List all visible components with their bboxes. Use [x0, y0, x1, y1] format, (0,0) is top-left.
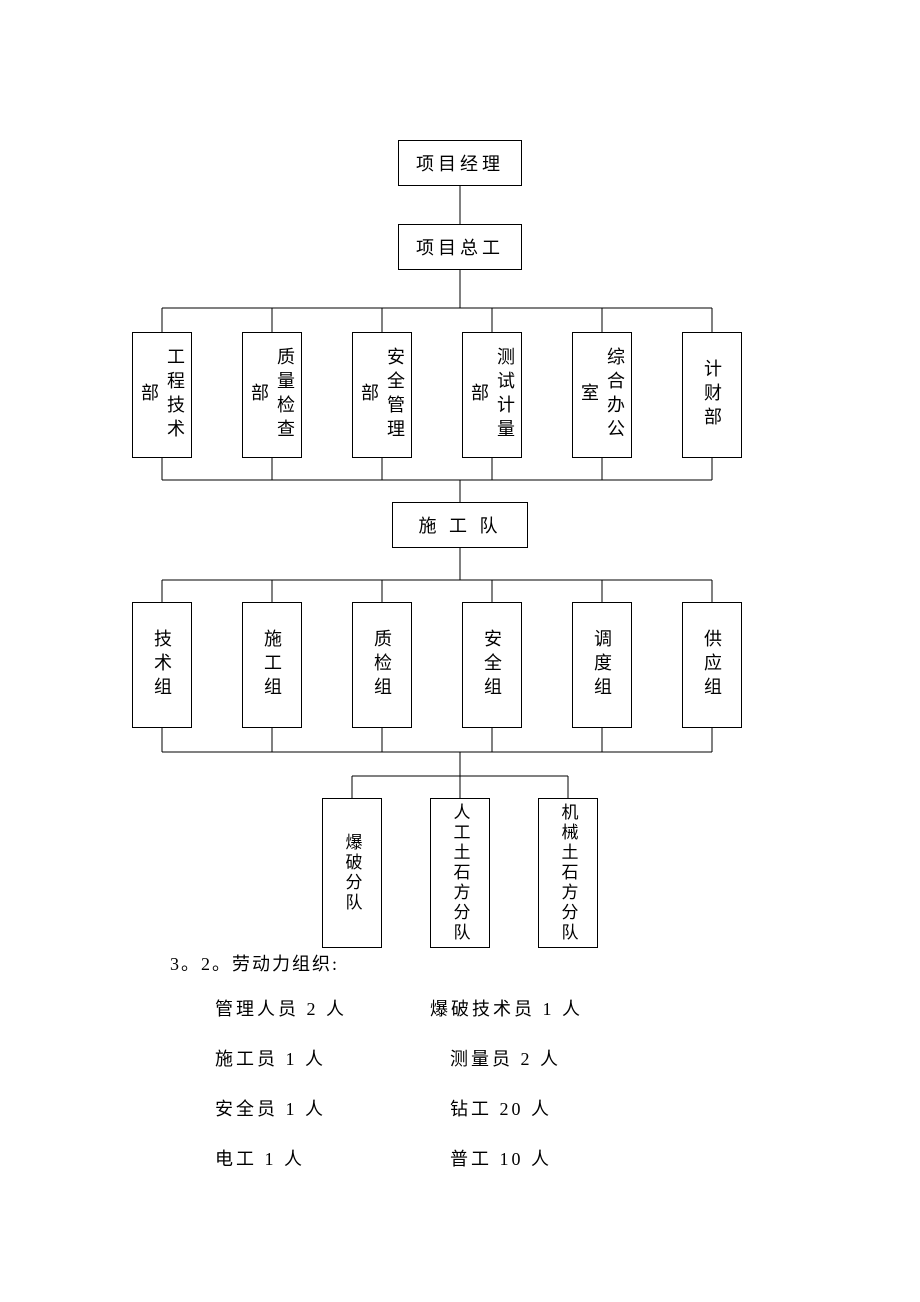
node-label: 项目经理 — [416, 150, 504, 176]
labor-row-2-right: 钻工 20 人 — [450, 1095, 552, 1121]
node-label: 安全管理部 — [356, 339, 408, 451]
labor-row-0-right: 爆破技术员 1 人 — [430, 995, 583, 1021]
node-label: 质检组 — [369, 629, 395, 701]
dept-quality-inspection: 质量检查部 — [242, 332, 302, 458]
subteam-manual-earthwork: 人工土石方分队 — [430, 798, 490, 948]
node-label: 项目总工 — [416, 234, 504, 260]
node-label: 人工土石方分队 — [448, 803, 473, 943]
dept-test-measurement: 测试计量部 — [462, 332, 522, 458]
node-label: 施 工 队 — [419, 512, 502, 538]
node-label: 爆破分队 — [340, 833, 365, 913]
labor-row-3-left: 电工 1 人 — [215, 1145, 305, 1171]
node-label: 计财部 — [699, 359, 725, 431]
node-label: 调度组 — [589, 629, 615, 701]
group-technology: 技术组 — [132, 602, 192, 728]
subteam-blasting: 爆破分队 — [322, 798, 382, 948]
node-chief-engineer: 项目总工 — [398, 224, 522, 270]
dept-finance: 计财部 — [682, 332, 742, 458]
section-title-text: 3。2。劳动力组织: — [170, 954, 339, 974]
node-label: 质量检查部 — [246, 339, 298, 451]
labor-row-0-left: 管理人员 2 人 — [215, 995, 347, 1021]
node-project-manager: 项目经理 — [398, 140, 522, 186]
labor-row-1-right: 测量员 2 人 — [450, 1045, 561, 1071]
group-construction: 施工组 — [242, 602, 302, 728]
group-quality-inspection: 质检组 — [352, 602, 412, 728]
node-label: 工程技术部 — [136, 339, 188, 451]
labor-section-title: 3。2。劳动力组织: — [170, 950, 339, 976]
node-label: 综合办公室 — [576, 339, 628, 451]
node-label: 供应组 — [699, 629, 725, 701]
group-safety: 安全组 — [462, 602, 522, 728]
labor-row-1-left: 施工员 1 人 — [215, 1045, 326, 1071]
labor-row-2-left: 安全员 1 人 — [215, 1095, 326, 1121]
node-label: 技术组 — [149, 629, 175, 701]
dept-general-office: 综合办公室 — [572, 332, 632, 458]
node-label: 机械土石方分队 — [556, 803, 581, 943]
dept-engineering-tech: 工程技术部 — [132, 332, 192, 458]
subteam-machine-earthwork: 机械土石方分队 — [538, 798, 598, 948]
node-label: 施工组 — [259, 629, 285, 701]
node-label: 安全组 — [479, 629, 505, 701]
labor-row-3-right: 普工 10 人 — [450, 1145, 552, 1171]
group-supply: 供应组 — [682, 602, 742, 728]
dept-safety-management: 安全管理部 — [352, 332, 412, 458]
group-dispatch: 调度组 — [572, 602, 632, 728]
node-construction-team: 施 工 队 — [392, 502, 528, 548]
node-label: 测试计量部 — [466, 339, 518, 451]
